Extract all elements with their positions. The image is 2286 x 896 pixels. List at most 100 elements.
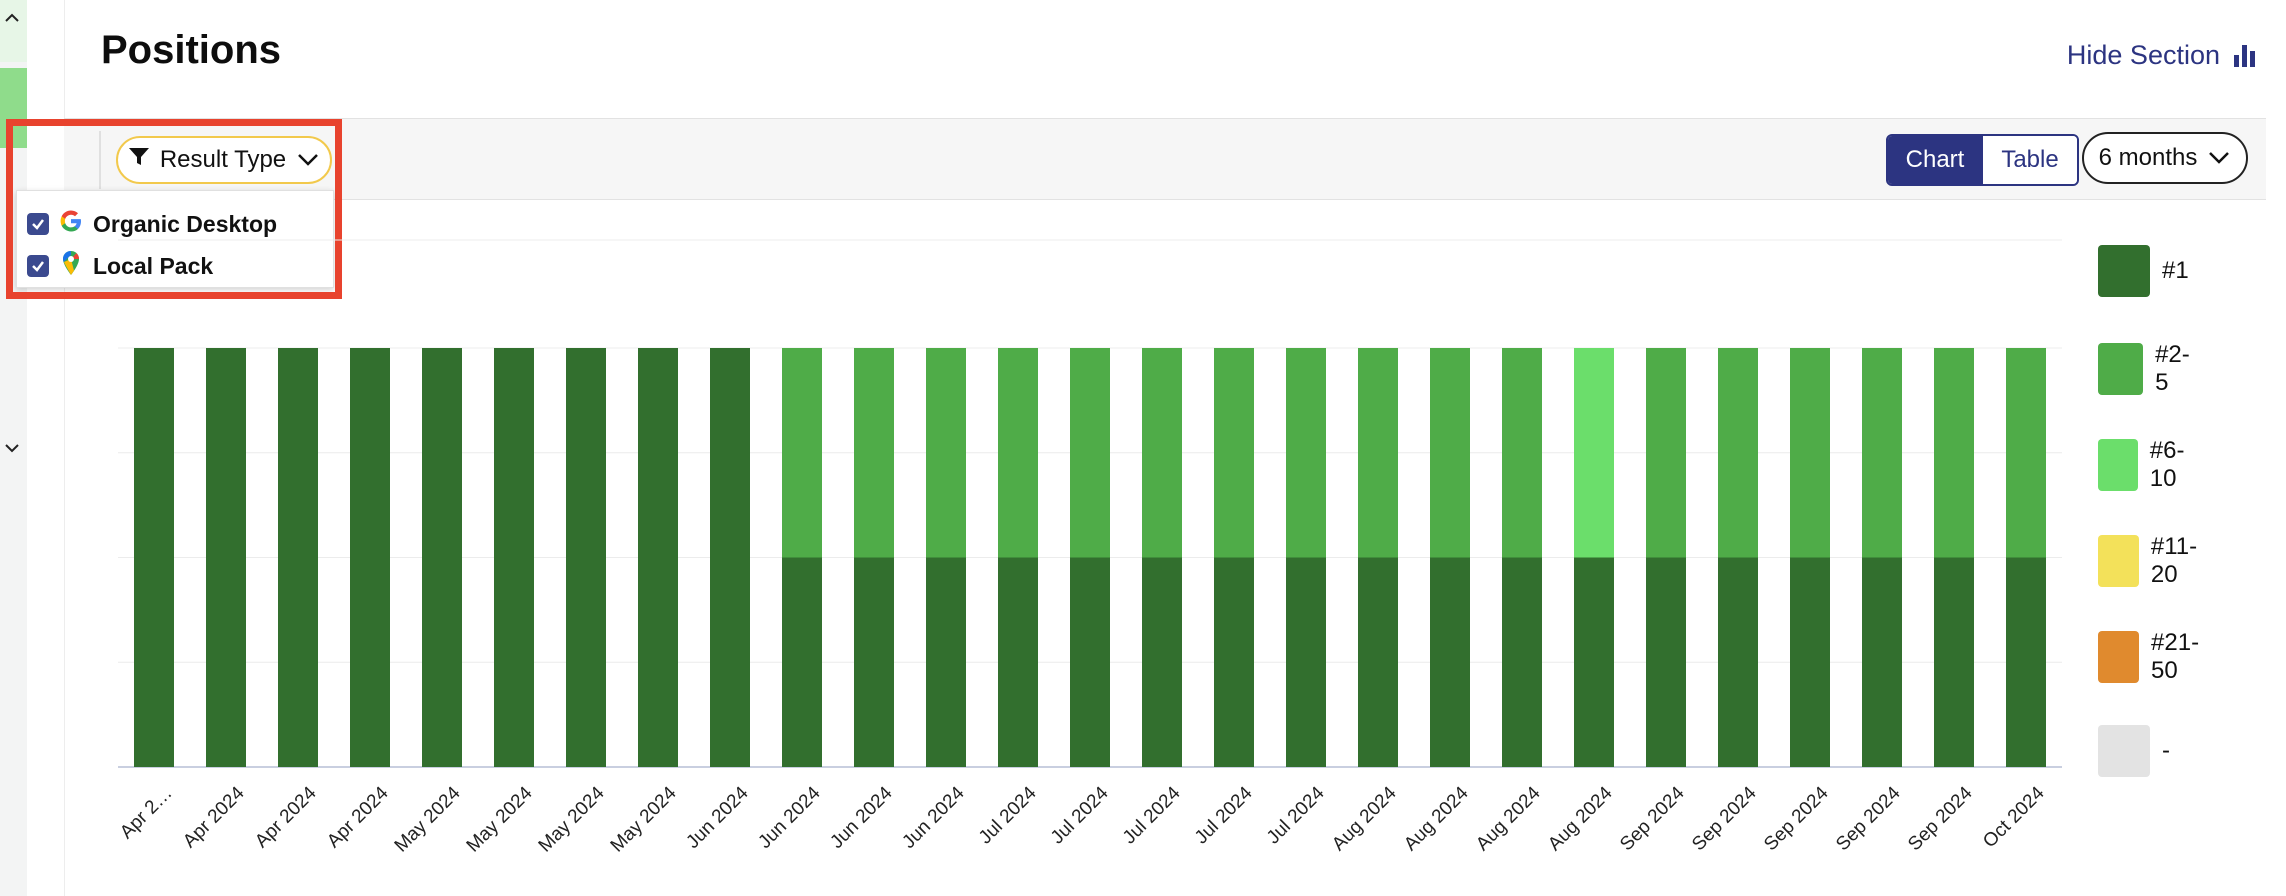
- bar-segment-1[interactable]: [278, 348, 318, 767]
- bar-segment-25[interactable]: [782, 348, 822, 558]
- legend-item[interactable]: #2-5: [2098, 341, 2197, 397]
- chevron-up-icon[interactable]: [2, 8, 22, 31]
- x-tick-label: Jul 2024: [1047, 782, 1113, 848]
- bar-segment-1[interactable]: [1286, 557, 1326, 768]
- legend-item[interactable]: #21-50: [2098, 629, 2210, 685]
- chevron-down-icon[interactable]: [2, 438, 22, 461]
- bar-segment-25[interactable]: [1862, 348, 1902, 558]
- period-label: 6 months: [2098, 144, 2198, 171]
- filter-label: Result Type: [159, 146, 287, 173]
- legend-swatch: [2098, 439, 2138, 491]
- x-tick-label: Jun 2024: [682, 782, 752, 852]
- legend-label: -: [2162, 737, 2170, 764]
- bar-segment-1[interactable]: [1574, 557, 1614, 768]
- x-tick-label: Aug 2024: [1328, 782, 1401, 855]
- map-pin-icon: [57, 249, 85, 283]
- bar-segment-1[interactable]: [1070, 557, 1110, 768]
- x-tick-label: May 2024: [607, 782, 681, 856]
- bar-segment-1[interactable]: [1862, 557, 1902, 768]
- chevron-down-icon: [2207, 144, 2231, 172]
- google-icon: [57, 207, 85, 241]
- bar-segment-1[interactable]: [782, 557, 822, 768]
- result-type-filter-button[interactable]: Result Type: [116, 136, 332, 184]
- result-type-dropdown: Organic Desktop Local Pack: [16, 190, 334, 288]
- bar-segment-25[interactable]: [1142, 348, 1182, 558]
- x-tick-label: Sep 2024: [1760, 782, 1833, 855]
- bar-segment-1[interactable]: [1646, 557, 1686, 768]
- x-tick-label: Jul 2024: [1119, 782, 1185, 848]
- view-toggle: Chart Table: [1886, 134, 2079, 186]
- bar-segment-25[interactable]: [1790, 348, 1830, 558]
- bar-segment-25[interactable]: [926, 348, 966, 558]
- bar-segment-25[interactable]: [1718, 348, 1758, 558]
- bar-segment-1[interactable]: [206, 348, 246, 767]
- x-tick-label: May 2024: [463, 782, 537, 856]
- x-tick-label: May 2024: [391, 782, 465, 856]
- bar-segment-1[interactable]: [1934, 557, 1974, 768]
- x-tick-label: Apr 2024: [251, 782, 321, 852]
- bar-segment-25[interactable]: [1430, 348, 1470, 558]
- legend-label: #21-50: [2151, 629, 2200, 684]
- bar-chart-icon: [2232, 43, 2258, 69]
- hide-section-button[interactable]: Hide Section: [2067, 40, 2258, 71]
- legend-item[interactable]: #1: [2098, 245, 2189, 297]
- legend-item[interactable]: #6-10: [2098, 437, 2197, 493]
- left-gutter: [27, 0, 65, 896]
- legend-label: #1: [2162, 257, 2189, 284]
- bar-segment-1[interactable]: [1430, 557, 1470, 768]
- bar-segment-1[interactable]: [638, 348, 678, 767]
- legend-item[interactable]: -: [2098, 725, 2170, 777]
- bar-segment-1[interactable]: [566, 348, 606, 767]
- hide-section-label: Hide Section: [2066, 40, 2220, 70]
- x-tick-label: Jul 2024: [975, 782, 1041, 848]
- bar-segment-1[interactable]: [1790, 557, 1830, 768]
- bar-segment-1[interactable]: [1142, 557, 1182, 768]
- bar-segment-1[interactable]: [710, 348, 750, 767]
- dropdown-option-local-pack[interactable]: Local Pack: [27, 249, 213, 283]
- chevron-down-icon: [296, 146, 320, 174]
- bar-segment-25[interactable]: [1286, 348, 1326, 558]
- bar-segment-25[interactable]: [2006, 348, 2046, 558]
- period-select[interactable]: 6 months: [2082, 132, 2248, 184]
- x-tick-label: Sep 2024: [1832, 782, 1905, 855]
- tab-table[interactable]: Table: [1982, 136, 2077, 184]
- dropdown-option-organic-desktop[interactable]: Organic Desktop: [27, 207, 277, 241]
- rail-accent: [0, 68, 27, 148]
- x-tick-label: Apr 2024: [179, 782, 249, 852]
- tab-chart[interactable]: Chart: [1888, 136, 1982, 184]
- toolbar-divider: [99, 131, 101, 189]
- bar-segment-25[interactable]: [1934, 348, 1974, 558]
- bar-segment-1[interactable]: [998, 557, 1038, 768]
- bar-segment-25[interactable]: [998, 348, 1038, 558]
- checkbox-checked-icon[interactable]: [27, 255, 49, 277]
- x-tick-label: May 2024: [535, 782, 609, 856]
- bar-segment-1[interactable]: [422, 348, 462, 767]
- bar-segment-1[interactable]: [2006, 557, 2046, 768]
- legend-item[interactable]: #11-20: [2098, 533, 2208, 589]
- bar-segment-25[interactable]: [1358, 348, 1398, 558]
- legend-swatch: [2098, 535, 2139, 587]
- bar-segment-1[interactable]: [854, 557, 894, 768]
- checkbox-checked-icon[interactable]: [27, 213, 49, 235]
- x-tick-label: Apr 2…: [116, 783, 176, 843]
- bar-segment-1[interactable]: [1214, 557, 1254, 768]
- legend-label: #11-20: [2150, 533, 2198, 588]
- bar-segment-1[interactable]: [926, 557, 966, 768]
- x-tick-label: Jul 2024: [1263, 782, 1329, 848]
- bar-segment-25[interactable]: [1214, 348, 1254, 558]
- bar-segment-610[interactable]: [1574, 348, 1614, 558]
- legend-swatch: [2098, 343, 2144, 395]
- bar-segment-25[interactable]: [1070, 348, 1110, 558]
- bar-segment-1[interactable]: [494, 348, 534, 767]
- page-title: Positions: [101, 28, 282, 72]
- x-tick-label: Apr 2024: [323, 782, 393, 852]
- bar-segment-25[interactable]: [1502, 348, 1542, 558]
- bar-segment-1[interactable]: [350, 348, 390, 767]
- bar-segment-1[interactable]: [1502, 557, 1542, 768]
- bar-segment-1[interactable]: [1358, 557, 1398, 768]
- bar-segment-1[interactable]: [1718, 557, 1758, 768]
- bar-segment-1[interactable]: [134, 348, 174, 767]
- bar-segment-25[interactable]: [1646, 348, 1686, 558]
- bar-segment-25[interactable]: [854, 348, 894, 558]
